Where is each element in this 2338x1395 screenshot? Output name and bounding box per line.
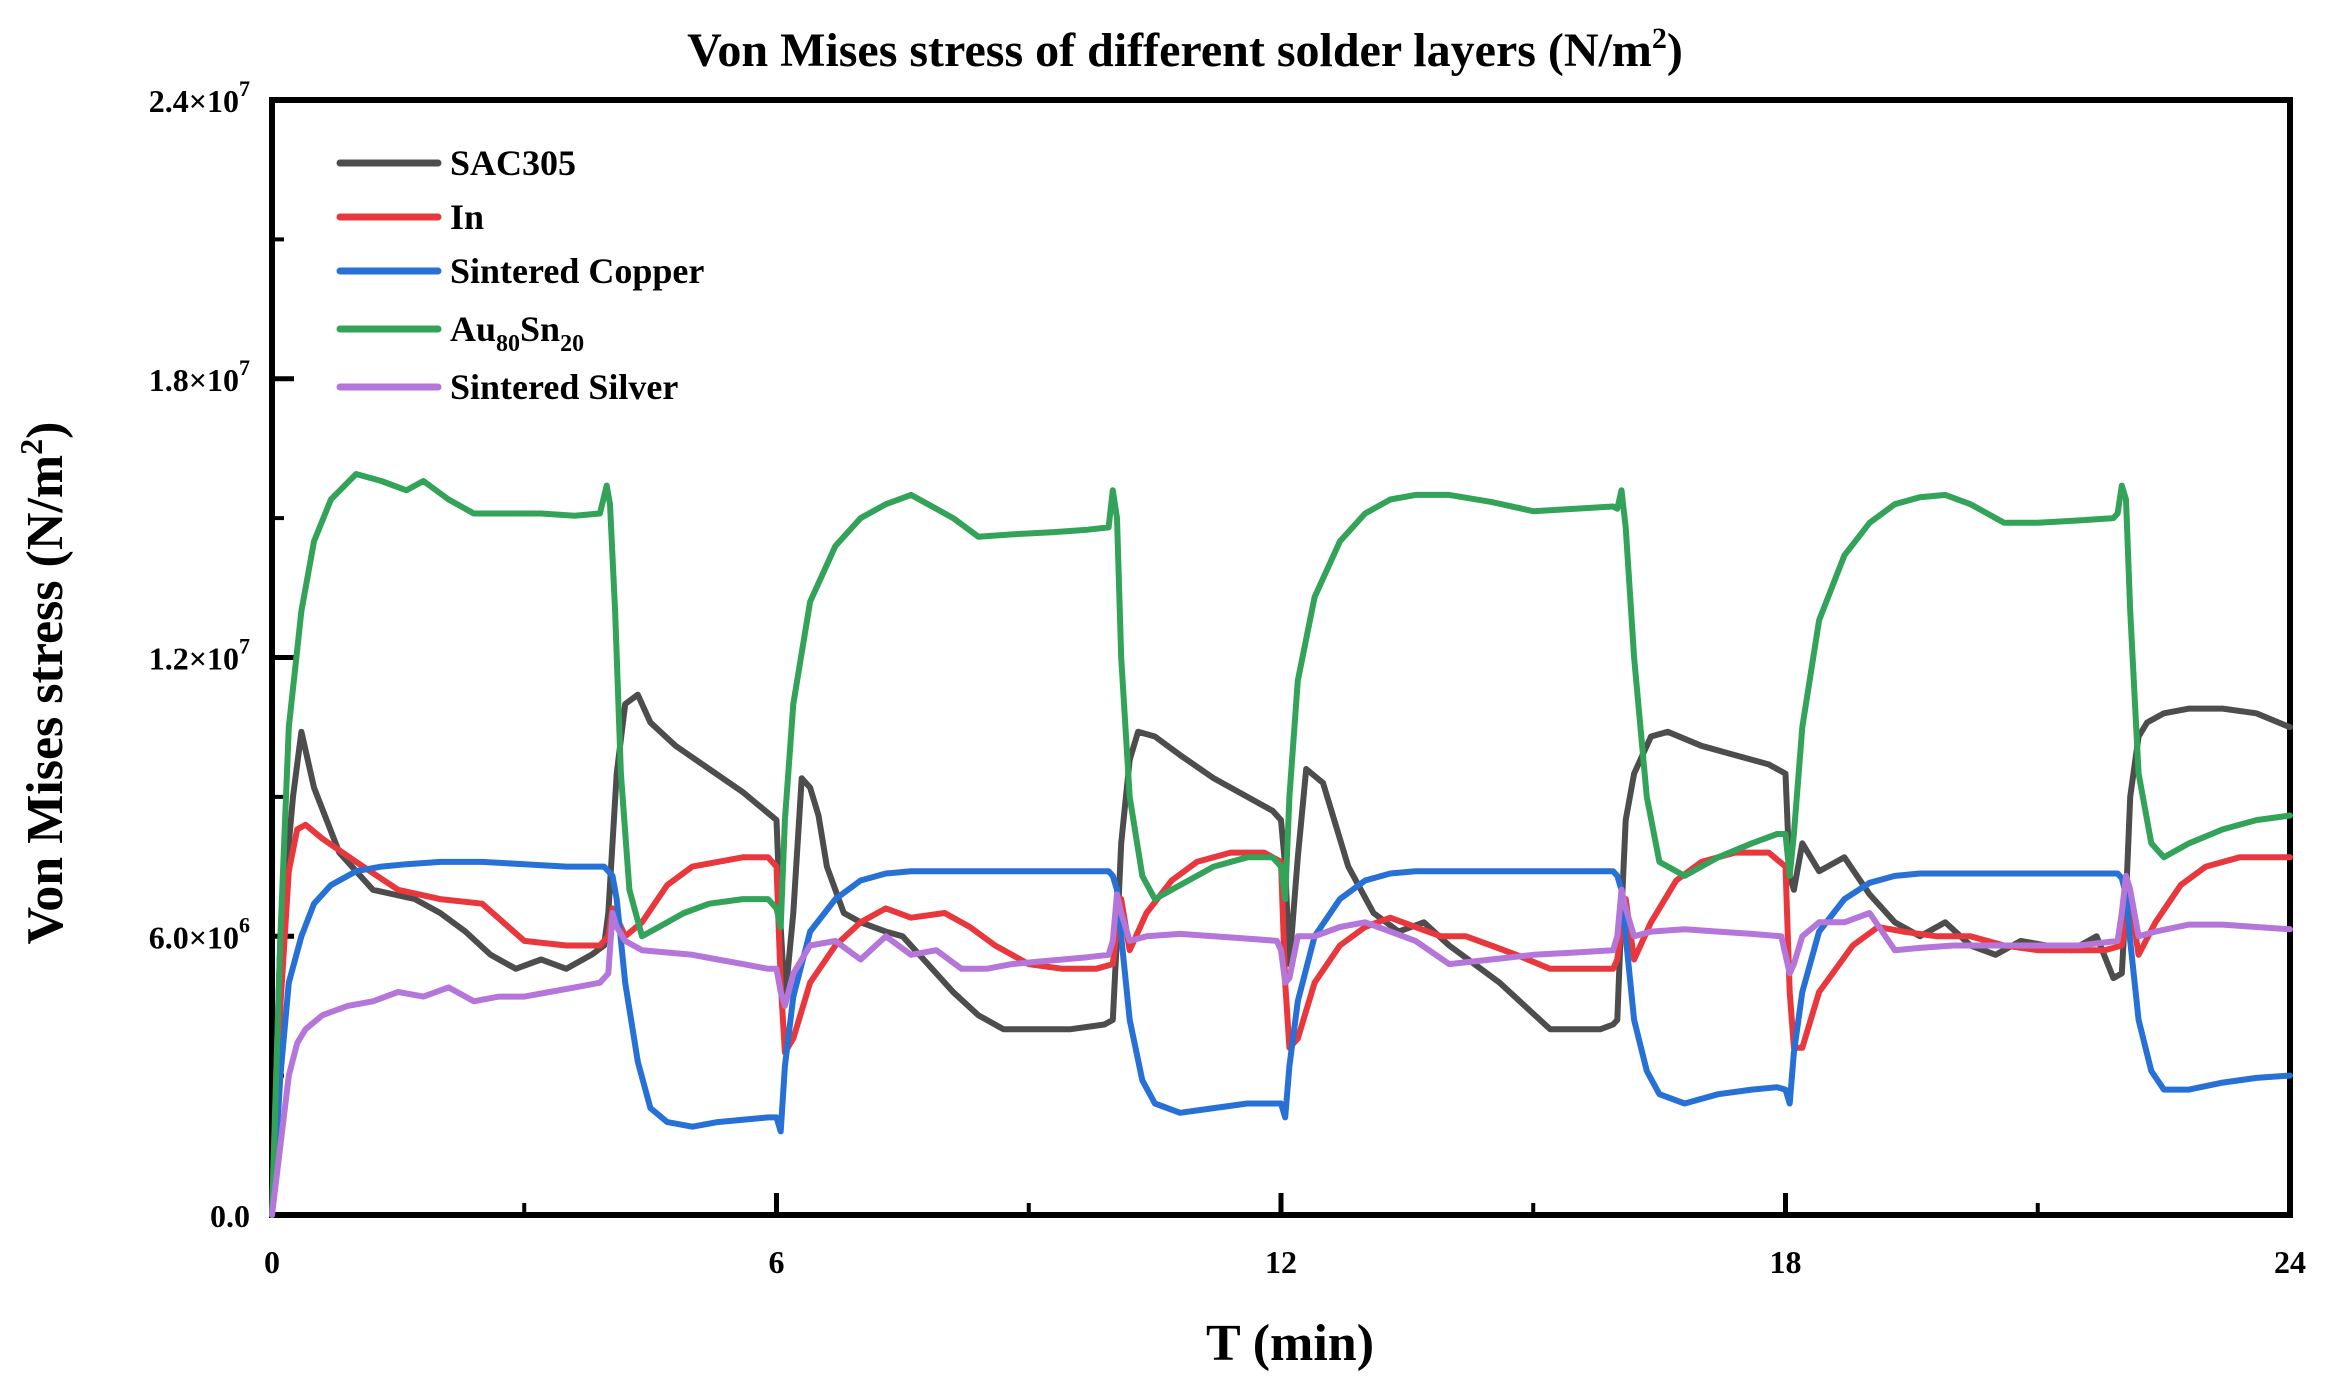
- legend-label: SAC305: [450, 143, 576, 183]
- y-axis-label: Von Mises stress (N/m2): [13, 422, 74, 945]
- y-tick-exponent: 7: [239, 355, 250, 380]
- y-tick-exponent: 7: [239, 76, 250, 101]
- legend-label: In: [450, 197, 484, 237]
- y-tick-mantissa: 0.0: [210, 1198, 250, 1234]
- chart-title-sup: 2: [1652, 22, 1667, 55]
- series-line-sac305: [269, 691, 2293, 1218]
- legend-label-part: Sintered Silver: [450, 367, 678, 407]
- y-axis-label-sup: 2: [13, 439, 49, 455]
- legend-label: Sintered Copper: [450, 251, 704, 291]
- series-line-sintered-silver: [269, 872, 2293, 1218]
- y-tick-mantissa: 2.4×10: [149, 83, 239, 119]
- legend-label-part: SAC305: [450, 143, 576, 183]
- legend: SAC305 In Sintered Copper Au80Sn20 Sintered …: [336, 143, 704, 407]
- y-tick-mantissa: 1.2×10: [149, 641, 239, 677]
- chart-title: Von Mises stress of different solder lay…: [687, 22, 1683, 77]
- y-axis-label-close: ): [17, 422, 74, 439]
- y-tick-label: 2.4×107: [149, 76, 250, 119]
- x-tick-label: 0: [264, 1244, 280, 1280]
- legend-label-part: In: [450, 197, 484, 237]
- legend-label-part: 80: [496, 331, 520, 357]
- y-tick-label: 0.0: [210, 1198, 250, 1234]
- series-lines: [269, 471, 2293, 1218]
- chart-title-close: ): [1667, 24, 1683, 77]
- legend-label-part: 20: [560, 331, 584, 357]
- y-tick-exponent: 6: [239, 912, 250, 937]
- legend-label: Sintered Silver: [450, 367, 678, 407]
- series-line-au80sn20: [269, 471, 2293, 1218]
- x-tick-label: 6: [769, 1244, 785, 1280]
- axis-ticks: [269, 97, 2293, 1218]
- x-axis-label: T (min): [1206, 1315, 1374, 1372]
- legend-label: Au80Sn20: [450, 309, 584, 357]
- y-tick-label: 6.0×106: [149, 912, 250, 955]
- series-line-sintered-copper: [269, 858, 2293, 1218]
- legend-label-part: Au: [450, 309, 496, 349]
- y-tick-exponent: 7: [239, 634, 250, 659]
- chart-title-main: Von Mises stress of different solder lay…: [687, 24, 1652, 77]
- y-tick-label: 1.8×107: [149, 355, 250, 398]
- x-tick-label: 24: [2274, 1244, 2306, 1280]
- y-axis-label-main: Von Mises stress (N/m: [17, 455, 74, 945]
- y-tick-mantissa: 1.8×10: [149, 362, 239, 398]
- x-tick-label: 12: [1265, 1244, 1297, 1280]
- x-tick-label: 18: [1770, 1244, 1802, 1280]
- legend-label-part: Sintered Copper: [450, 251, 704, 291]
- y-tick-label: 1.2×107: [149, 634, 250, 677]
- y-tick-mantissa: 6.0×10: [149, 919, 239, 955]
- legend-label-part: Sn: [520, 309, 560, 349]
